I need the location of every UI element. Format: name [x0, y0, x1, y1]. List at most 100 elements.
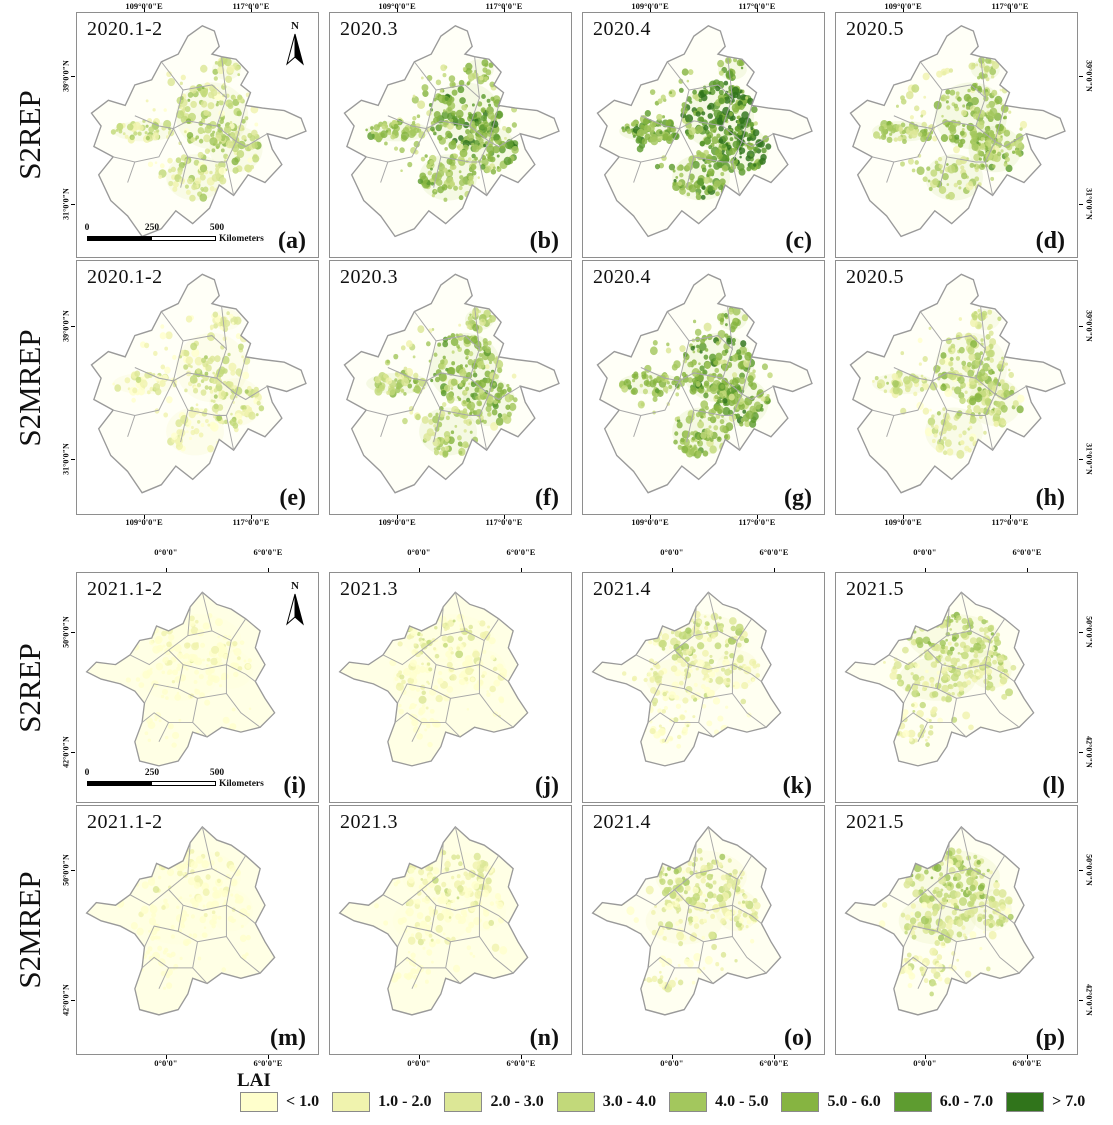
panel-n: 2021.3 (n): [329, 805, 572, 1055]
axis-tick: [71, 632, 75, 634]
axis-tick: [650, 8, 652, 12]
panel-date-title: 2020.4: [593, 266, 651, 288]
scale-bar-tick: 0: [84, 223, 90, 233]
legend-class-label: 6.0 - 7.0: [939, 1093, 994, 1110]
row-label-s2rep: S2REP: [12, 642, 47, 733]
china-lai-map: [596, 25, 813, 238]
china-lai-map: [90, 273, 307, 494]
legend-swatch: [444, 1092, 483, 1112]
axis-tick: [773, 568, 775, 572]
axis-tick: [1026, 568, 1028, 572]
legend-swatch: [240, 1092, 278, 1112]
panel-letter: (l): [1042, 773, 1065, 799]
legend-swatch: [556, 1092, 595, 1112]
axis-label-longitude: 117°0'0"E: [738, 517, 776, 527]
axis-label-latitude: 50°0'0"N: [61, 854, 71, 886]
legend-swatch: [893, 1092, 932, 1112]
axis-tick: [650, 515, 652, 519]
axis-label-longitude: 6°0'0"E: [759, 1058, 789, 1068]
legend-class-label: 2.0 - 3.0: [490, 1093, 544, 1110]
axis-tick: [1026, 1055, 1028, 1059]
axis-tick: [773, 1055, 775, 1059]
axis-label-longitude: 117°0'0"E: [991, 517, 1029, 527]
axis-label-latitude: 50°0'0"N: [1084, 854, 1094, 886]
panel-m: 2021.1-2 (m): [76, 805, 319, 1055]
axis-tick: [1079, 458, 1083, 460]
axis-label-latitude: 42°0'0"N: [61, 984, 71, 1016]
axis-label-latitude: 50°0'0"N: [61, 616, 71, 648]
legend-class-label: > 7.0: [1052, 1093, 1086, 1110]
panel-a: 2020.1-2 (a) N 0 250 500 Kilometers: [76, 12, 319, 258]
axis-tick: [250, 8, 252, 12]
panel-date-title: 2020.5: [846, 266, 904, 288]
axis-tick: [144, 8, 146, 12]
north-arrow: N: [282, 581, 308, 627]
axis-tick: [397, 515, 399, 519]
france-lai-map: [591, 591, 782, 767]
axis-label-longitude: 0°0'0": [154, 547, 178, 557]
china-lai-map: [849, 273, 1066, 494]
axis-label-longitude: 0°0'0": [660, 1058, 684, 1068]
axis-label-latitude: 31°0'0"N: [61, 443, 71, 475]
axis-label-longitude: 6°0'0"E: [1012, 1058, 1042, 1068]
axis-label-latitude: 39°0'0"N: [61, 60, 71, 92]
north-arrow: N: [282, 21, 308, 67]
panel-g: 2020.4 (g): [582, 260, 825, 515]
panel-h: 2020.5 (h): [835, 260, 1078, 515]
legend-swatch: [1006, 1092, 1045, 1112]
panel-letter: (j): [535, 773, 559, 799]
france-lai-map: [591, 825, 782, 1016]
legend-class-label: 3.0 - 4.0: [602, 1093, 657, 1110]
panel-letter: (d): [1035, 228, 1065, 254]
axis-label-longitude: 109°0'0"E: [378, 1, 416, 11]
france-lai-map: [338, 591, 529, 767]
axis-tick: [1009, 515, 1011, 519]
panel-letter: (a): [278, 228, 306, 254]
scale-bar: 0 250 500 Kilometers: [85, 223, 275, 249]
axis-label-latitude: 39°0'0"N: [1084, 60, 1094, 92]
axis-tick: [520, 568, 522, 572]
panel-date-title: 2021.1-2: [87, 578, 163, 600]
panel-j: 2021.3 (j): [329, 572, 572, 803]
france-lai-map: [844, 825, 1035, 1016]
scale-bar-tick: 500: [209, 223, 225, 233]
axis-tick: [71, 326, 75, 328]
panel-date-title: 2021.1-2: [87, 811, 163, 833]
panel-o: 2021.4 (o): [582, 805, 825, 1055]
panel-date-title: 2021.3: [340, 578, 398, 600]
panel-date-title: 2021.5: [846, 578, 904, 600]
legend-item: 1.0 - 2.0: [332, 1092, 431, 1112]
legend-swatch: [669, 1092, 708, 1112]
axis-tick: [267, 568, 269, 572]
axis-label-longitude: 109°0'0"E: [884, 517, 922, 527]
panel-date-title: 2021.3: [340, 811, 398, 833]
panel-date-title: 2020.5: [846, 18, 904, 40]
axis-label-latitude: 42°0'0"N: [1084, 736, 1094, 768]
panel-letter: (c): [785, 228, 812, 254]
legend-item: 2.0 - 3.0: [444, 1092, 544, 1112]
scale-bar-unit: Kilometers: [219, 779, 264, 789]
legend-item: 4.0 - 5.0: [669, 1092, 768, 1112]
axis-tick: [903, 515, 905, 519]
axis-label-longitude: 0°0'0": [660, 547, 684, 557]
legend-class-label: 5.0 - 6.0: [827, 1093, 881, 1110]
north-arrow-label: N: [291, 20, 299, 32]
axis-label-latitude: 39°0'0"N: [61, 310, 71, 343]
axis-label-longitude: 117°0'0"E: [991, 1, 1029, 11]
france-lai-map: [844, 591, 1035, 767]
axis-label-longitude: 0°0'0": [407, 547, 431, 557]
panel-l: 2021.5 (l): [835, 572, 1078, 803]
panel-letter: (f): [535, 485, 559, 511]
panel-p: 2021.5 (p): [835, 805, 1078, 1055]
axis-label-longitude: 109°0'0"E: [125, 1, 163, 11]
axis-label-longitude: 6°0'0"E: [506, 547, 536, 557]
axis-tick: [1079, 75, 1083, 77]
panel-date-title: 2021.4: [593, 811, 651, 833]
axis-label-longitude: 0°0'0": [407, 1058, 431, 1068]
panel-letter: (i): [283, 773, 306, 799]
axis-tick: [418, 1055, 420, 1059]
axis-label-longitude: 117°0'0"E: [738, 1, 776, 11]
axis-label-latitude: 31°0'0"N: [1084, 443, 1094, 475]
scale-bar-tick: 0: [84, 768, 90, 778]
